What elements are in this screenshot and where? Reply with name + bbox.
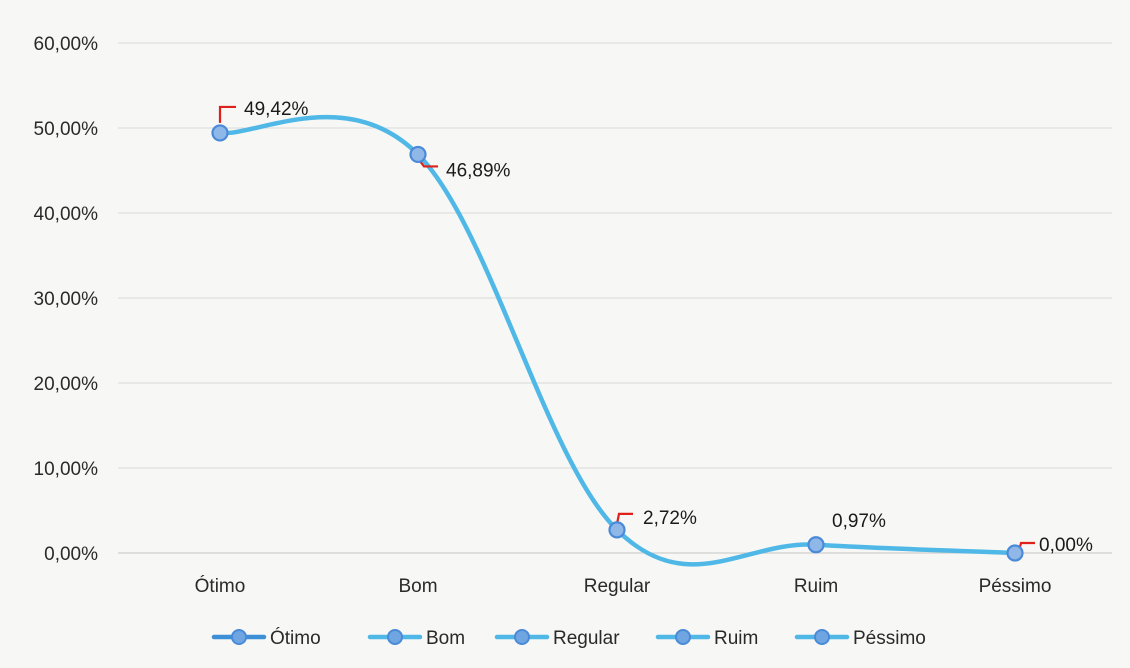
- y-tick-label: 20,00%: [34, 374, 99, 395]
- legend-label: Regular: [553, 628, 620, 649]
- x-category-label: Ruim: [794, 576, 838, 597]
- leader-line: [615, 512, 633, 525]
- data-point: [807, 536, 825, 554]
- series-line-path: [217, 115, 1018, 567]
- x-category-label: Péssimo: [979, 576, 1052, 597]
- legend-swatch-marker: [231, 629, 247, 645]
- data-label-leader-lines: [218, 105, 1035, 552]
- legend-swatch-marker: [814, 629, 830, 645]
- y-axis-tick-labels: 0,00% 10,00% 20,00% 30,00% 40,00% 50,00% 60,00…: [34, 34, 99, 565]
- x-category-label: Ótimo: [195, 575, 246, 597]
- data-label: 0,00%: [1039, 535, 1093, 556]
- legend-label: Péssimo: [853, 628, 926, 649]
- y-tick-label: 40,00%: [34, 204, 99, 225]
- legend-label: Bom: [426, 628, 465, 649]
- data-point: [608, 521, 626, 539]
- y-tick-label: 30,00%: [34, 289, 99, 310]
- legend-label: Ótimo: [270, 627, 321, 649]
- leader-line: [218, 105, 236, 123]
- data-point: [211, 124, 229, 142]
- data-point: [409, 145, 427, 164]
- data-label: 46,89%: [446, 160, 511, 181]
- legend: Ótimo Bom Regular Ruim Péssimo: [211, 627, 926, 649]
- legend-label: Ruim: [714, 628, 758, 649]
- y-tick-label: 0,00%: [44, 544, 98, 565]
- y-tick-label: 50,00%: [34, 119, 99, 140]
- y-tick-label: 60,00%: [34, 34, 99, 55]
- x-category-label: Regular: [584, 576, 651, 597]
- legend-swatch-marker: [387, 629, 403, 645]
- legend-swatch-marker: [675, 629, 691, 645]
- data-point: [1006, 544, 1024, 562]
- data-label: 49,42%: [244, 99, 309, 120]
- y-tick-label: 10,00%: [34, 459, 99, 480]
- x-axis-category-labels: Ótimo Bom Regular Ruim Péssimo: [195, 575, 1052, 597]
- gridlines: [118, 42, 1112, 554]
- legend-swatch-marker: [514, 629, 530, 645]
- data-label: 0,97%: [832, 511, 886, 532]
- x-category-label: Bom: [398, 576, 437, 597]
- series-line: [217, 115, 1018, 567]
- data-labels: 49,42% 46,89% 2,72% 0,97% 0,00%: [244, 99, 1093, 556]
- data-points: [211, 124, 1024, 562]
- data-label: 2,72%: [643, 508, 697, 529]
